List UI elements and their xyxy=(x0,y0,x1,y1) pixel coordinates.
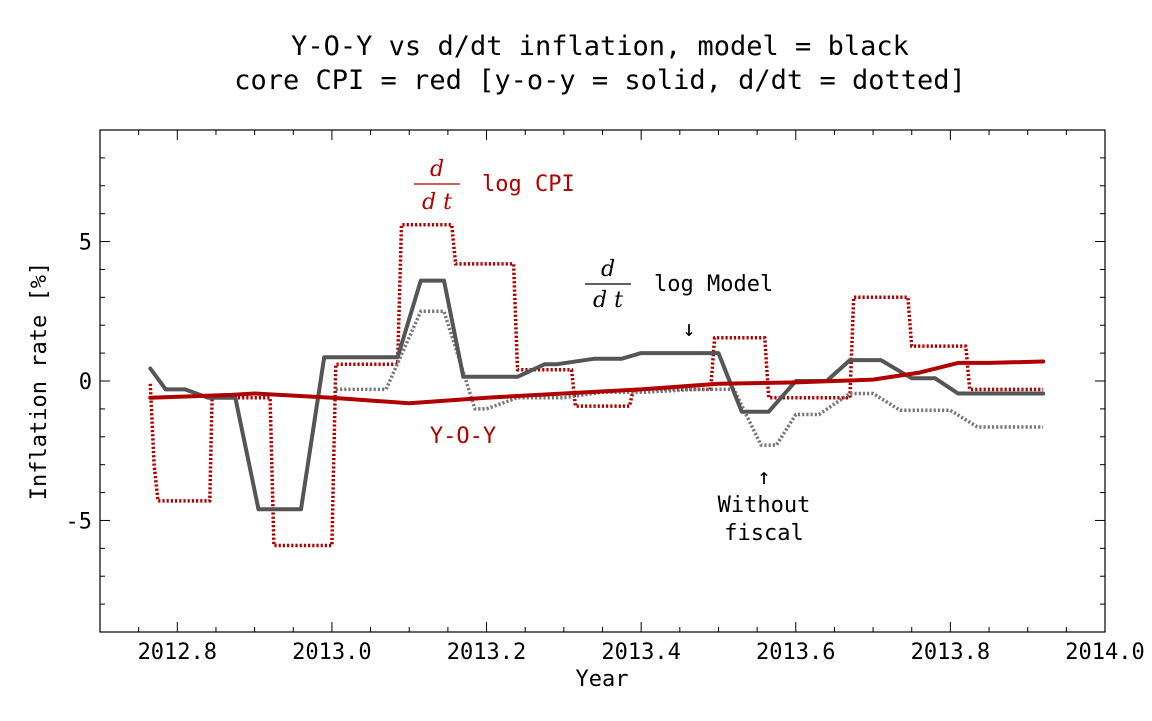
y-tick-label: 0 xyxy=(79,370,92,395)
model-down-arrow-icon: ↓ xyxy=(682,317,695,342)
cpi-fraction-numerator: d xyxy=(430,157,444,182)
fiscal-annotation-line-2: fiscal xyxy=(724,521,803,546)
x-tick-label: 2013.2 xyxy=(447,640,526,665)
annotation-ddt-log-cpi: d d t log CPI xyxy=(414,157,575,215)
model-fraction-numerator: d xyxy=(601,257,615,282)
series-line-model-ddt xyxy=(335,309,1044,447)
x-tick-labels: 2012.8 2013.0 2013.2 2013.4 2013.6 2013.8 2014… xyxy=(138,640,1145,665)
y-tick-labels: -5 0 5 xyxy=(66,231,93,535)
x-tick-label: 2013.8 xyxy=(911,640,990,665)
axis-ticks xyxy=(99,130,1106,632)
plot-frame xyxy=(99,129,1106,633)
model-fraction-denominator: d t xyxy=(593,288,623,313)
x-tick-label: 2014.0 xyxy=(1065,640,1144,665)
series-layer xyxy=(148,223,1046,548)
y-tick-label: 5 xyxy=(79,231,92,256)
chart-title-line-2: core CPI = red [y-o-y = solid, d/dt = do… xyxy=(234,65,966,96)
series-line-cpi-yoy xyxy=(148,359,1046,406)
x-tick-label: 2012.8 xyxy=(138,640,217,665)
model-annotation-label: log Model xyxy=(654,272,773,297)
cpi-fraction-denominator: d t xyxy=(422,190,452,215)
cpi-annotation-label: log CPI xyxy=(482,172,575,197)
y-tick-label: -5 xyxy=(66,509,93,534)
yoy-annotation-label: Y-O-Y xyxy=(430,424,496,449)
annotation-without-fiscal: ↑ Without fiscal xyxy=(718,465,811,546)
x-tick-label: 2013.6 xyxy=(756,640,835,665)
x-tick-label: 2013.0 xyxy=(292,640,371,665)
series-line-model-yoy xyxy=(148,278,1046,512)
fiscal-up-arrow-icon: ↑ xyxy=(757,465,770,490)
y-axis-label: Inflation rate [%] xyxy=(27,262,52,500)
fiscal-annotation-line-1: Without xyxy=(718,493,811,518)
series-line-cpi-ddt xyxy=(148,223,1044,548)
chart-title-line-1: Y-O-Y vs d/dt inflation, model = black xyxy=(291,31,909,62)
annotation-ddt-log-model: d d t log Model ↓ xyxy=(585,257,773,342)
x-tick-label: 2013.4 xyxy=(601,640,680,665)
x-axis-label: Year xyxy=(576,667,629,692)
